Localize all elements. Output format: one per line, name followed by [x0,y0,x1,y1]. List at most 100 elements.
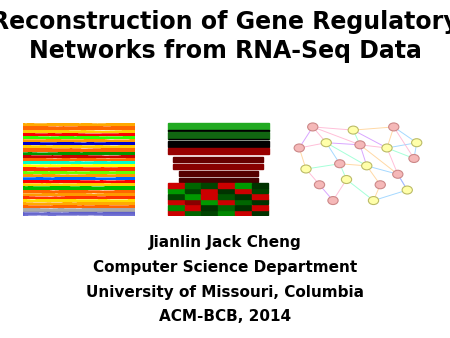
Bar [22,199,135,202]
Circle shape [412,139,422,147]
Circle shape [389,123,399,131]
Bar [22,186,135,190]
Bar [184,188,201,193]
Bar [202,210,218,215]
Bar [167,199,184,204]
Bar [235,210,252,215]
Bar [235,188,252,193]
Bar [184,183,201,188]
Bar [218,183,234,188]
Bar [22,161,135,164]
Bar [202,188,218,193]
Bar [22,152,135,155]
Bar [167,204,184,210]
Bar [235,199,252,204]
Bar [22,202,135,205]
Bar [22,212,135,216]
Circle shape [375,181,385,189]
Bar [252,194,268,199]
Text: Jianlin Jack Cheng: Jianlin Jack Cheng [148,235,302,250]
Bar [184,210,201,215]
Bar [22,167,135,171]
Bar [252,210,268,215]
Circle shape [355,141,365,149]
Circle shape [294,144,304,152]
Circle shape [409,154,419,163]
Circle shape [342,175,351,184]
Bar [167,141,269,147]
Text: Computer Science Department: Computer Science Department [93,260,357,275]
Circle shape [382,144,392,152]
Bar [22,133,135,136]
Bar [252,188,268,193]
Bar [184,199,201,204]
Bar [22,209,135,212]
Bar [22,183,135,186]
Circle shape [348,126,358,134]
Bar [22,164,135,167]
Bar [22,193,135,196]
Bar [22,136,135,139]
Circle shape [369,197,378,204]
Bar [218,204,234,210]
Circle shape [362,162,372,170]
Bar [22,180,135,183]
Bar [22,205,135,209]
Bar [218,194,234,199]
Bar [167,148,269,154]
Bar [179,171,257,176]
Circle shape [402,186,412,194]
Bar [167,210,184,215]
Bar [218,188,234,193]
Bar [235,204,252,210]
Bar [173,164,263,169]
Bar [22,190,135,193]
Bar [22,145,135,148]
Text: Reconstruction of Gene Regulatory
Networks from RNA-Seq Data: Reconstruction of Gene Regulatory Networ… [0,10,450,63]
Circle shape [335,160,345,168]
Bar [22,196,135,199]
Bar [167,188,184,193]
Bar [167,139,269,140]
Bar [235,183,252,188]
Circle shape [321,139,331,147]
Bar [22,142,135,145]
Bar [22,126,135,129]
Bar [167,132,269,140]
Bar [252,204,268,210]
Bar [218,199,234,204]
Bar [218,210,234,215]
Bar [202,199,218,204]
Bar [22,171,135,174]
Bar [179,178,257,182]
Bar [167,194,184,199]
Bar [202,204,218,210]
Bar [22,129,135,133]
Circle shape [393,170,403,178]
Bar [184,204,201,210]
Bar [22,139,135,142]
Bar [22,212,135,215]
Circle shape [328,197,338,204]
Circle shape [308,123,318,131]
Bar [173,157,263,162]
Circle shape [301,165,311,173]
Bar [202,183,218,188]
Bar [22,174,135,177]
Bar [235,194,252,199]
Bar [22,158,135,161]
Bar [252,183,268,188]
Bar [22,123,135,126]
Text: University of Missouri, Columbia: University of Missouri, Columbia [86,285,364,299]
Bar [252,199,268,204]
Text: ACM-BCB, 2014: ACM-BCB, 2014 [159,309,291,324]
Bar [22,155,135,158]
Bar [22,177,135,180]
Bar [167,123,269,130]
Bar [184,194,201,199]
Bar [167,183,184,188]
Circle shape [315,181,324,189]
Bar [202,194,218,199]
Bar [22,148,135,152]
Bar [22,215,135,218]
